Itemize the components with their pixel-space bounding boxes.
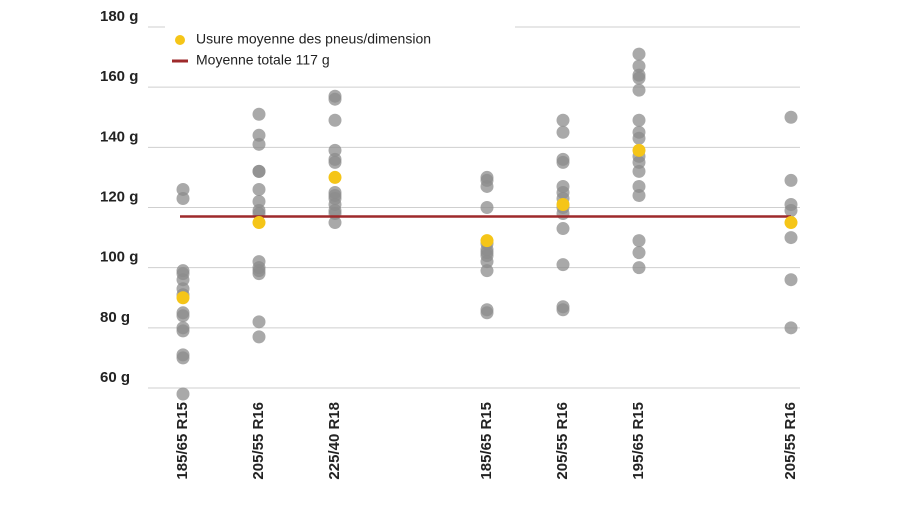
data-point <box>632 188 646 202</box>
y-tick-label: 80 g <box>100 309 130 326</box>
data-point <box>252 107 266 121</box>
data-point <box>176 191 190 205</box>
average-point <box>784 216 798 230</box>
legend-label: Moyenne totale 117 g <box>196 52 330 68</box>
data-point <box>480 306 494 320</box>
y-tick-label: 100 g <box>100 249 138 266</box>
data-point <box>784 110 798 124</box>
data-point <box>328 155 342 169</box>
data-point <box>556 125 570 139</box>
data-point <box>480 255 494 269</box>
x-tick-label: 225/40 R18 <box>326 402 343 480</box>
data-point <box>176 273 190 287</box>
data-point <box>784 321 798 335</box>
x-tick-label: 195/65 R15 <box>630 402 647 480</box>
data-point <box>632 179 646 193</box>
data-point <box>252 267 266 281</box>
data-point <box>328 216 342 230</box>
data-point <box>176 387 190 401</box>
data-point <box>252 128 266 142</box>
average-point <box>328 170 342 184</box>
x-tick-label: 205/55 R16 <box>782 402 799 480</box>
y-tick-label: 60 g <box>100 369 130 386</box>
data-point <box>480 201 494 214</box>
data-point <box>252 315 266 329</box>
data-point <box>556 222 570 236</box>
data-point <box>784 173 798 187</box>
data-point <box>252 182 266 196</box>
data-point <box>252 330 266 344</box>
x-tick-label: 205/55 R16 <box>250 402 267 480</box>
data-point <box>632 59 646 73</box>
data-point <box>784 273 798 287</box>
data-point <box>176 182 190 196</box>
data-point <box>176 351 190 365</box>
legend-background <box>165 22 515 74</box>
data-point <box>328 92 342 106</box>
data-point <box>480 179 494 193</box>
average-point <box>556 197 570 211</box>
data-point <box>176 309 190 323</box>
y-tick-label: 160 g <box>100 68 138 85</box>
data-point <box>632 155 646 169</box>
data-point <box>632 83 646 97</box>
average-point <box>480 234 494 248</box>
data-point <box>632 246 646 260</box>
data-point <box>784 231 798 245</box>
data-point <box>632 261 646 275</box>
legend-swatch <box>175 35 185 45</box>
y-tick-label: 180 g <box>100 8 138 25</box>
legend-label: Usure moyenne des pneus/dimension <box>196 31 431 47</box>
data-point <box>632 131 646 145</box>
data-point <box>328 113 342 127</box>
average-point <box>252 216 266 230</box>
x-tick-label: 185/65 R15 <box>174 402 191 480</box>
data-point <box>252 194 266 208</box>
grid <box>148 26 800 389</box>
data-point <box>252 137 266 151</box>
y-tick-label: 120 g <box>100 188 138 205</box>
data-point <box>632 47 646 61</box>
data-point <box>632 164 646 178</box>
data-point <box>632 71 646 85</box>
x-tick-label: 185/65 R15 <box>478 402 495 480</box>
data-point <box>556 113 570 127</box>
data-point <box>784 204 798 218</box>
data-point <box>556 155 570 169</box>
y-tick-label: 140 g <box>100 128 138 145</box>
data-point <box>556 303 570 317</box>
average-point <box>632 143 646 157</box>
data-point <box>252 164 266 178</box>
data-point <box>556 258 570 272</box>
data-point <box>176 324 190 338</box>
data-point <box>480 264 494 278</box>
x-tick-label: 205/55 R16 <box>554 402 571 480</box>
data-point <box>632 113 646 127</box>
data-point <box>632 234 646 248</box>
data-point <box>328 143 342 157</box>
average-point <box>176 291 190 305</box>
